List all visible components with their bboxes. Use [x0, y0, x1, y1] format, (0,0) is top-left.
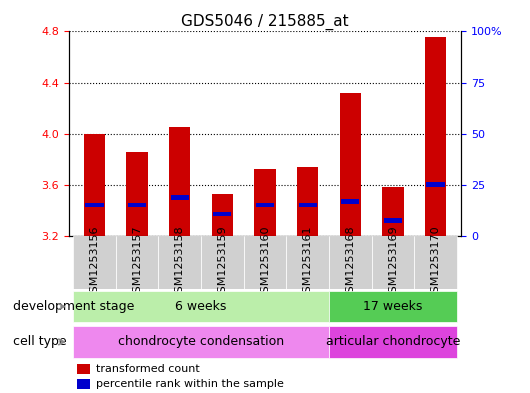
Text: 6 weeks: 6 weeks — [175, 300, 227, 313]
Title: GDS5046 / 215885_at: GDS5046 / 215885_at — [181, 14, 349, 30]
Bar — [425, 37, 446, 236]
Bar — [85, 203, 103, 208]
Text: transformed count: transformed count — [96, 364, 200, 374]
Text: cell type: cell type — [13, 335, 67, 349]
Bar — [158, 236, 201, 289]
Bar — [340, 93, 361, 236]
Bar — [414, 236, 457, 289]
Bar — [77, 364, 91, 374]
Bar — [73, 290, 329, 322]
Text: GSM1253156: GSM1253156 — [90, 225, 100, 299]
Bar — [427, 182, 445, 187]
Bar — [169, 127, 190, 236]
Bar — [297, 167, 319, 236]
Text: GSM1253159: GSM1253159 — [217, 225, 227, 299]
Bar — [244, 236, 286, 289]
Bar — [116, 236, 158, 289]
Bar — [77, 379, 91, 389]
Text: GSM1253160: GSM1253160 — [260, 225, 270, 299]
Bar — [171, 195, 189, 200]
Bar — [127, 151, 148, 236]
Bar — [84, 134, 105, 236]
Text: GSM1253161: GSM1253161 — [303, 225, 313, 299]
Text: development stage: development stage — [13, 300, 135, 313]
Bar — [128, 203, 146, 208]
Bar — [329, 290, 457, 322]
Bar — [329, 236, 372, 289]
Text: GSM1253168: GSM1253168 — [345, 225, 355, 299]
Text: percentile rank within the sample: percentile rank within the sample — [96, 379, 284, 389]
Bar — [256, 203, 274, 208]
Bar — [298, 203, 317, 208]
Bar — [73, 326, 329, 358]
Text: GSM1253158: GSM1253158 — [175, 225, 185, 299]
Bar — [372, 236, 414, 289]
Text: chondrocyte condensation: chondrocyte condensation — [118, 335, 284, 349]
Bar — [73, 236, 116, 289]
Text: GSM1253169: GSM1253169 — [388, 225, 398, 299]
Text: articular chondrocyte: articular chondrocyte — [326, 335, 460, 349]
Text: GSM1253170: GSM1253170 — [430, 225, 440, 299]
Text: 17 weeks: 17 weeks — [363, 300, 422, 313]
Bar — [211, 194, 233, 236]
Bar — [341, 199, 359, 204]
Bar — [201, 236, 244, 289]
Bar — [286, 236, 329, 289]
Bar — [213, 212, 232, 216]
Bar — [329, 326, 457, 358]
Bar — [384, 218, 402, 223]
Bar — [382, 187, 403, 236]
Bar — [254, 169, 276, 236]
Text: GSM1253157: GSM1253157 — [132, 225, 142, 299]
